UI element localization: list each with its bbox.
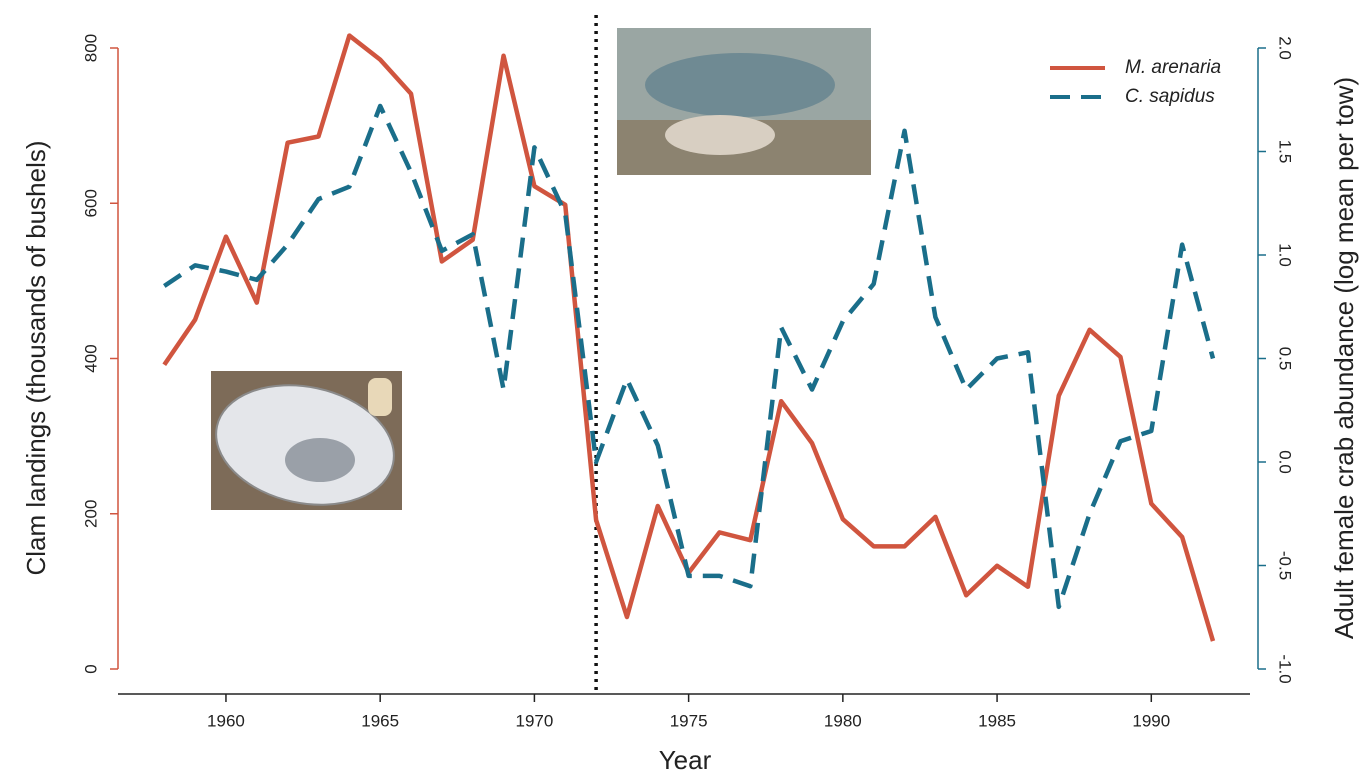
y-axis-title: Clam landings (thousands of bushels) <box>21 140 51 575</box>
y2-tick-label: 0.0 <box>1276 450 1295 474</box>
y2-tick-label: 1.0 <box>1276 243 1295 267</box>
x-tick-label: 1960 <box>207 711 245 730</box>
y2-tick-label: -1.0 <box>1276 654 1295 683</box>
legend-label: C. sapidus <box>1125 86 1215 107</box>
y2-tick-label: 1.5 <box>1276 140 1295 164</box>
x-tick-label: 1980 <box>824 711 862 730</box>
x-tick-label: 1965 <box>361 711 399 730</box>
page: {"chart_data": {"type": "line", "x_label… <box>0 0 1367 779</box>
crab-photo <box>617 28 871 175</box>
x-tick-label: 1985 <box>978 711 1016 730</box>
y2-axis-title: Adult female crab abundance (log mean pe… <box>1329 77 1359 639</box>
y-tick-label: 200 <box>81 500 100 528</box>
y2-tick-label: -0.5 <box>1276 551 1295 580</box>
x-tick-label: 1990 <box>1132 711 1170 730</box>
y-tick-label: 400 <box>81 344 100 372</box>
y-tick-label: 600 <box>81 189 100 217</box>
y-tick-label: 800 <box>81 34 100 62</box>
y2-tick-label: 0.5 <box>1276 347 1295 371</box>
chart: Year Clam landings (thousands of bushels… <box>0 0 1367 779</box>
legend-label: M. arenaria <box>1125 57 1221 78</box>
clam-photo <box>205 370 405 521</box>
x-axis-title: Year <box>659 745 712 775</box>
y-tick-label: 0 <box>81 664 100 673</box>
x-tick-label: 1975 <box>670 711 708 730</box>
x-tick-label: 1970 <box>515 711 553 730</box>
series-line <box>164 106 1213 607</box>
y2-tick-label: 2.0 <box>1276 36 1295 60</box>
